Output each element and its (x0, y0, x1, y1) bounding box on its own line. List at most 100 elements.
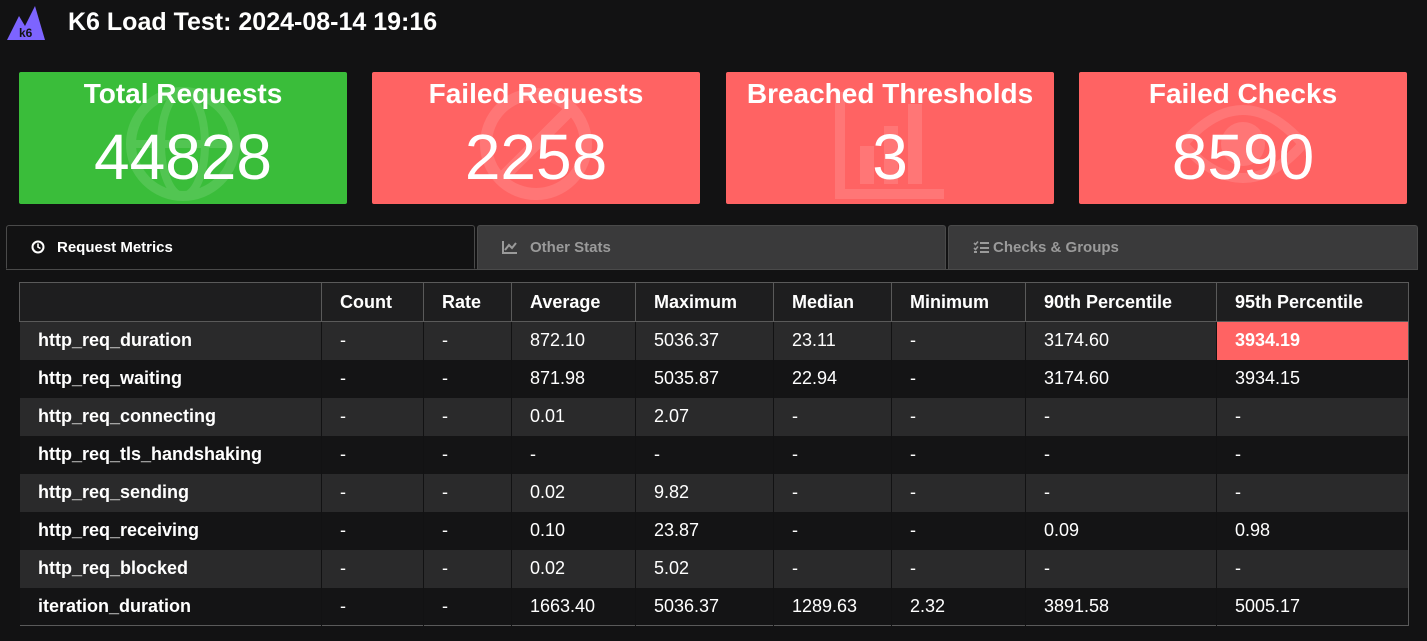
request-metrics-table: Count Rate Average Maximum Median Minimum 90th… (19, 282, 1409, 626)
page-title: K6 Load Test: 2024-08-14 19:16 (68, 8, 438, 36)
tab-other-stats[interactable]: Other Stats (477, 225, 946, 269)
metric-value-cell: - (423, 321, 512, 360)
metric-value-cell: - (321, 435, 424, 474)
list-check-icon (973, 240, 989, 253)
column-header: Count (321, 282, 424, 322)
metric-value-cell: 1289.63 (773, 587, 892, 626)
metric-value-cell: 9.82 (635, 473, 774, 512)
metric-value-cell: - (1025, 435, 1217, 474)
line-chart-icon (502, 240, 517, 254)
metric-value-cell: 5005.17 (1216, 587, 1409, 626)
metric-value-cell: - (891, 321, 1026, 360)
table-row: http_req_duration - -872.10 5036.37 23.11-31… (19, 321, 1409, 360)
metric-value-cell: - (321, 359, 424, 398)
metric-name-cell: http_req_connecting (19, 397, 322, 436)
metric-value-cell: - (1216, 549, 1409, 588)
tab-label: Other Stats (530, 239, 611, 256)
card-value: 2258 (464, 121, 608, 193)
column-header: 90th Percentile (1025, 282, 1217, 322)
metric-value-cell: 0.10 (511, 511, 636, 550)
tab-checks-groups[interactable]: Checks & Groups (948, 225, 1418, 269)
table-row: http_req_receiving - -0.10 23.87- -0.09 0.98 (19, 511, 1409, 550)
eye-icon (1178, 105, 1308, 183)
metric-value-cell: - (891, 549, 1026, 588)
metric-name-cell: http_req_blocked (19, 549, 322, 588)
metric-value-cell: - (511, 435, 636, 474)
metric-value-cell: 23.11 (773, 321, 892, 360)
page-header: k6 K6 Load Test: 2024-08-14 19:16 (0, 0, 1427, 50)
metric-value-cell: - (423, 511, 512, 550)
table-row: http_req_connecting - -0.01 2.07- - - - (19, 397, 1409, 436)
metric-value-cell: 0.02 (511, 473, 636, 512)
metric-name-cell: http_req_tls_handshaking (19, 435, 322, 474)
column-header: Average (511, 282, 636, 322)
metric-value-cell: - (1025, 397, 1217, 436)
metric-value-cell: - (321, 321, 424, 360)
metric-value-cell: - (423, 473, 512, 512)
metric-value-cell: - (423, 587, 512, 626)
metric-value-cell: - (773, 511, 892, 550)
column-header: Median (773, 282, 892, 322)
metric-value-cell: 3174.60 (1025, 359, 1217, 398)
metric-value-cell: 3891.58 (1025, 587, 1217, 626)
metric-value-cell: 2.07 (635, 397, 774, 436)
metric-value-cell: 2.32 (891, 587, 1026, 626)
card-label: Total Requests (83, 78, 283, 109)
card-value: 8590 (1171, 121, 1315, 193)
card-label: Failed Checks (1148, 78, 1338, 109)
metric-value-cell: - (773, 549, 892, 588)
metric-value-cell: - (1216, 435, 1409, 474)
metric-value-cell: 0.02 (511, 549, 636, 588)
k6-logo: k6 (7, 6, 45, 40)
metric-value-cell: - (423, 435, 512, 474)
card-total-requests: Total Requests 44828 (19, 72, 347, 204)
metric-name-cell: http_req_receiving (19, 511, 322, 550)
metric-value-cell: - (1216, 473, 1409, 512)
card-failed-requests: Failed Requests 2258 (372, 72, 700, 204)
metric-value-cell: 23.87 (635, 511, 774, 550)
tab-request-metrics[interactable]: Request Metrics (6, 225, 475, 269)
metric-value-cell: - (635, 435, 774, 474)
card-breached-thresholds: Breached Thresholds 3 (726, 72, 1054, 204)
metric-value-cell: 1663.40 (511, 587, 636, 626)
column-header: 95th Percentile (1216, 282, 1409, 322)
metric-value-cell: - (1025, 549, 1217, 588)
metric-value-cell: - (423, 549, 512, 588)
tab-divider (6, 269, 1418, 270)
globe-icon (126, 87, 240, 201)
table-row: iteration_duration - -1663.40 5036.37 1289.6… (19, 587, 1409, 626)
metric-value-cell: - (891, 435, 1026, 474)
metrics-table-container: Count Rate Average Maximum Median Minimum 90th… (19, 282, 1409, 626)
metric-value-cell: 22.94 (773, 359, 892, 398)
metric-value-cell: - (773, 397, 892, 436)
summary-cards: Total Requests 44828 Failed Requests 225… (0, 72, 1427, 204)
metric-value-cell: - (891, 473, 1026, 512)
metric-value-cell: - (423, 397, 512, 436)
metric-name-cell: http_req_waiting (19, 359, 322, 398)
card-failed-checks: Failed Checks 8590 (1079, 72, 1407, 204)
column-header: Maximum (635, 282, 774, 322)
column-header: Rate (423, 282, 512, 322)
table-row: http_req_blocked - -0.02 5.02- - - - (19, 549, 1409, 588)
metric-value-cell: 0.98 (1216, 511, 1409, 550)
metric-name-cell: http_req_sending (19, 473, 322, 512)
clock-icon (31, 240, 45, 254)
table-row: http_req_waiting - -871.98 5035.87 22.94-317… (19, 359, 1409, 398)
metric-value-cell: 5036.37 (635, 321, 774, 360)
metric-value-cell: 5035.87 (635, 359, 774, 398)
bar-chart-icon (835, 92, 944, 199)
metric-value-cell: 0.09 (1025, 511, 1217, 550)
breached-value-cell: 3934.19 (1216, 321, 1409, 360)
logo-text: k6 (19, 26, 33, 40)
card-value: 44828 (94, 121, 272, 193)
metric-value-cell: - (423, 359, 512, 398)
table-row: http_req_sending - -0.02 9.82- - - - (19, 473, 1409, 512)
metric-value-cell: 0.01 (511, 397, 636, 436)
metric-value-cell: - (891, 511, 1026, 550)
metric-value-cell: 872.10 (511, 321, 636, 360)
metric-value-cell: - (1216, 397, 1409, 436)
metric-value-cell: 5036.37 (635, 587, 774, 626)
column-header: Minimum (891, 282, 1026, 322)
table-row: http_req_tls_handshaking - - - - - - - - (19, 435, 1409, 474)
metric-value-cell: 3174.60 (1025, 321, 1217, 360)
